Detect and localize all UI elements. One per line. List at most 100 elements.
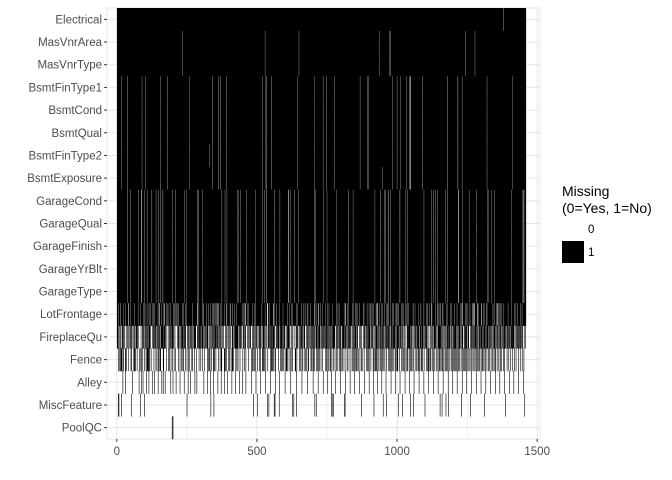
tile-present — [314, 189, 316, 213]
tile-present — [390, 234, 400, 258]
tile-present — [262, 234, 265, 258]
tile-present — [399, 257, 401, 281]
tile-present — [226, 166, 263, 190]
tile-present — [524, 393, 526, 417]
tile-present — [335, 370, 336, 394]
tile-present — [218, 76, 221, 100]
tile-present — [319, 348, 320, 372]
tile-present — [399, 348, 400, 372]
tile-present — [487, 212, 489, 236]
tile-present — [439, 348, 441, 372]
tile-present — [172, 370, 174, 394]
tile-present — [443, 302, 447, 326]
tile-present — [315, 302, 316, 326]
tile-present — [290, 257, 295, 281]
y-tick-label: FireplaceQu — [39, 332, 102, 344]
tile-present — [290, 348, 292, 372]
tile-present — [187, 257, 198, 281]
tile-present — [435, 212, 438, 236]
tile-present — [441, 348, 443, 372]
tile-present — [431, 325, 432, 349]
tile-present — [266, 257, 275, 281]
tile-present — [384, 348, 386, 372]
tile-present — [439, 393, 441, 417]
tile-present — [375, 234, 381, 258]
tile-present — [457, 166, 459, 190]
tile-present — [517, 302, 521, 326]
tile-present — [495, 348, 497, 372]
tile-present — [392, 348, 394, 372]
tile-present — [189, 98, 213, 122]
tile-present — [515, 325, 517, 349]
tile-present — [121, 348, 123, 372]
tile-present — [424, 212, 432, 236]
tile-present — [290, 370, 292, 394]
tile-present — [289, 212, 291, 236]
tile-present — [375, 325, 376, 349]
tile-present — [495, 257, 511, 281]
tile-present — [220, 370, 222, 394]
tile-present — [448, 393, 449, 417]
tile-present — [494, 302, 495, 326]
tile-present — [217, 370, 219, 394]
tile-present — [512, 325, 515, 349]
tile-present — [202, 280, 222, 304]
tile-present — [403, 302, 406, 326]
tile-present — [273, 348, 274, 372]
tile-present — [334, 76, 360, 100]
tile-present — [364, 325, 365, 349]
data-tiles — [116, 8, 527, 440]
tile-present — [424, 325, 426, 349]
tile-present — [222, 302, 225, 326]
tile-present — [346, 325, 347, 349]
tile-present — [480, 370, 482, 394]
tile-present — [260, 325, 262, 349]
tile-present — [377, 302, 380, 326]
tile-present — [190, 325, 192, 349]
tile-present — [399, 325, 400, 349]
tile-present — [280, 212, 289, 236]
tile-present — [379, 302, 382, 326]
tile-present — [373, 348, 375, 372]
tile-present — [318, 348, 319, 372]
tile-present — [462, 302, 466, 326]
tile-present — [224, 370, 225, 394]
legend-title-line-1: Missing — [562, 183, 609, 199]
tile-present — [514, 348, 515, 372]
tile-present — [344, 393, 346, 417]
tile-present — [225, 257, 227, 281]
tile-present — [255, 234, 263, 258]
tile-present — [155, 325, 157, 349]
tile-present — [442, 302, 443, 326]
tile-present — [144, 189, 147, 213]
tile-present — [283, 325, 285, 349]
tile-present — [160, 189, 163, 213]
tile-present — [460, 302, 462, 326]
tile-present — [298, 280, 315, 304]
tile-present — [524, 280, 527, 304]
tile-present — [297, 302, 302, 326]
tile-present — [257, 393, 258, 417]
tile-present — [377, 325, 379, 349]
tile-present — [496, 325, 497, 349]
tile-present — [314, 76, 323, 100]
tile-present — [461, 325, 464, 349]
tile-present — [379, 53, 390, 77]
tile-present — [457, 76, 459, 100]
tile-present — [420, 348, 422, 372]
legend-label-0: 0 — [588, 224, 594, 236]
tile-present — [475, 30, 527, 54]
tile-present — [462, 189, 469, 213]
tile-row-bsmtexposure — [116, 166, 527, 190]
tile-present — [246, 234, 256, 258]
tile-present — [508, 302, 511, 326]
tile-present — [281, 348, 282, 372]
tile-present — [279, 325, 281, 349]
tile-present — [226, 144, 263, 168]
tile-present — [477, 348, 478, 372]
tile-present — [331, 348, 333, 372]
tile-present — [388, 257, 389, 281]
tile-present — [176, 302, 178, 326]
tile-present — [121, 144, 128, 168]
tile-present — [458, 257, 463, 281]
